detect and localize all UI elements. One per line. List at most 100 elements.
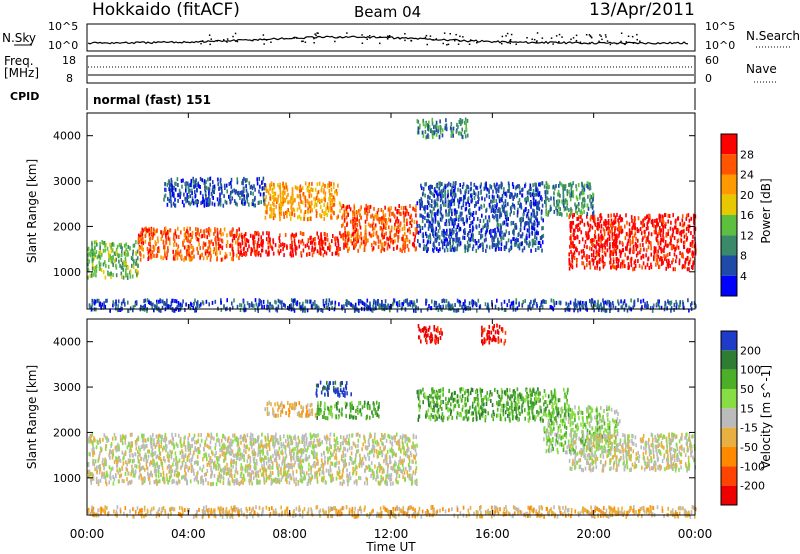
- data-cell: [294, 185, 297, 190]
- data-cell: [609, 229, 611, 234]
- data-cell: [156, 236, 159, 241]
- data-cell: [301, 186, 304, 191]
- data-cell: [537, 231, 539, 236]
- data-cell: [449, 126, 452, 131]
- data-cell: [672, 257, 674, 262]
- data-cell: [491, 206, 493, 211]
- data-cell: [442, 188, 444, 193]
- data-cell: [521, 234, 523, 239]
- data-cell: [187, 195, 190, 199]
- sky-dot: [561, 36, 563, 38]
- data-cell: [230, 181, 232, 185]
- data-cell: [336, 191, 338, 196]
- sky-dot: [302, 40, 304, 42]
- sky-dot: [604, 34, 607, 36]
- data-cell: [446, 228, 448, 233]
- data-cell: [559, 181, 561, 186]
- data-cell: [627, 238, 630, 243]
- data-cell: [659, 257, 661, 262]
- data-cell: [503, 187, 505, 192]
- data-cell: [304, 457, 307, 462]
- data-cell: [512, 304, 515, 309]
- data-cell: [385, 226, 387, 230]
- data-cell: [606, 242, 608, 247]
- data-cell: [96, 465, 98, 470]
- data-cell: [305, 457, 308, 462]
- data-cell: [167, 236, 170, 241]
- data-cell: [160, 444, 162, 449]
- data-cell: [309, 299, 312, 304]
- data-cell: [315, 203, 318, 207]
- data-cell: [566, 212, 568, 217]
- data-cell: [642, 243, 644, 247]
- data-cell: [462, 220, 465, 224]
- data-cell: [535, 231, 538, 236]
- data-cell: [279, 217, 281, 222]
- data-cell: [501, 230, 503, 235]
- data-cell: [210, 254, 212, 259]
- data-cell: [684, 260, 686, 265]
- sky-dot: [585, 34, 588, 36]
- data-cell: [103, 301, 105, 306]
- data-cell: [583, 244, 586, 249]
- data-cell: [665, 266, 667, 271]
- data-cell: [493, 215, 495, 220]
- data-cell: [463, 221, 465, 226]
- data-cell: [169, 228, 172, 233]
- data-cell: [324, 241, 327, 246]
- data-cell: [256, 306, 259, 311]
- data-cell: [576, 235, 579, 240]
- data-cell: [439, 225, 441, 230]
- data-cell: [196, 237, 198, 242]
- data-cell: [485, 181, 487, 186]
- data-cell: [267, 442, 270, 447]
- data-cell: [618, 215, 621, 220]
- data-cell: [356, 223, 358, 227]
- data-cell: [279, 187, 282, 192]
- data-cell: [199, 176, 202, 181]
- data-cell: [615, 257, 618, 262]
- data-cell: [514, 307, 517, 312]
- data-cell: [428, 214, 430, 218]
- sky-dot: [424, 36, 427, 39]
- data-cell: [688, 308, 690, 313]
- data-cell: [273, 198, 276, 203]
- data-cell: [366, 481, 369, 486]
- data-cell: [221, 246, 223, 251]
- data-cell: [434, 217, 437, 222]
- data-cell: [117, 299, 120, 304]
- data-cell: [365, 233, 367, 238]
- data-cell: [453, 248, 456, 253]
- data-cell: [574, 236, 577, 241]
- data-cell: [675, 225, 677, 230]
- data-cell: [183, 238, 185, 243]
- data-cell: [496, 182, 498, 187]
- data-cell: [302, 192, 305, 196]
- data-cell: [446, 248, 449, 253]
- data-cell: [617, 218, 619, 223]
- data-cell: [540, 211, 543, 216]
- data-cell: [241, 239, 244, 244]
- data-cell: [552, 184, 555, 189]
- data-cell: [676, 239, 679, 244]
- sky-dot: [334, 40, 336, 43]
- data-cell: [102, 248, 105, 253]
- data-cell: [314, 201, 316, 206]
- data-cell: [176, 251, 179, 256]
- data-cell: [631, 225, 634, 230]
- data-cell: [443, 299, 446, 304]
- data-cell: [553, 191, 555, 196]
- data-cell: [575, 209, 577, 214]
- data-cell: [468, 236, 470, 241]
- data-cell: [544, 190, 546, 195]
- data-cell: [415, 227, 418, 232]
- data-cell: [421, 226, 424, 230]
- data-cell: [586, 258, 588, 263]
- data-cell: [553, 209, 556, 214]
- data-cell: [387, 433, 389, 438]
- data-cell: [300, 305, 302, 310]
- data-cell: [101, 460, 104, 465]
- data-cell: [589, 194, 591, 199]
- data-cell: [650, 232, 653, 237]
- data-cell: [292, 305, 294, 310]
